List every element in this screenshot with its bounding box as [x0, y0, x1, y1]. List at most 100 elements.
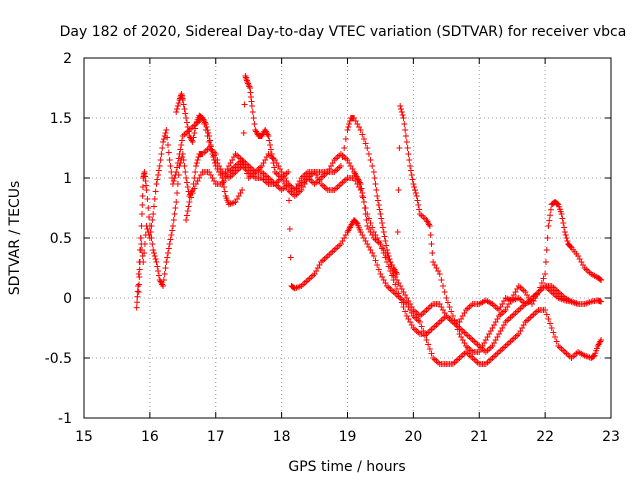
data-point	[206, 133, 213, 139]
data-point	[211, 157, 218, 163]
data-point	[412, 187, 419, 193]
data-point	[174, 181, 181, 187]
data-point	[205, 130, 212, 136]
data-point	[151, 253, 158, 259]
data-point	[365, 215, 372, 222]
data-point	[250, 115, 257, 121]
data-point	[147, 229, 154, 235]
data-point	[149, 217, 156, 223]
grid-lines	[84, 58, 611, 418]
data-point	[138, 223, 145, 229]
data-point	[397, 103, 404, 109]
x-tick-label: 16	[141, 429, 159, 445]
data-point	[171, 211, 178, 217]
data-point	[180, 101, 187, 108]
data-point	[552, 334, 559, 340]
data-point	[374, 197, 381, 204]
data-point	[575, 301, 582, 307]
data-point	[160, 136, 167, 142]
data-point	[158, 151, 165, 157]
data-point	[400, 304, 407, 310]
data-point	[415, 202, 422, 208]
data-point	[409, 176, 416, 183]
data-point	[183, 175, 190, 181]
data-point	[155, 268, 162, 274]
data-point	[159, 145, 166, 151]
data-point	[377, 211, 384, 217]
data-point	[365, 151, 372, 157]
data-point	[184, 124, 191, 130]
data-point	[152, 256, 159, 262]
data-point	[271, 164, 278, 171]
data-point	[403, 139, 410, 145]
data-point	[148, 235, 155, 241]
data-point	[407, 167, 414, 174]
data-point	[553, 338, 560, 345]
data-point	[211, 160, 218, 166]
data-point	[163, 259, 170, 265]
data-point	[177, 146, 184, 153]
data-point	[547, 206, 554, 213]
data-point	[387, 268, 394, 274]
data-point	[371, 175, 378, 181]
data-point	[381, 233, 388, 240]
data-point	[395, 290, 402, 297]
data-point	[267, 142, 274, 148]
data-point	[150, 203, 157, 210]
x-tick-label: 15	[75, 429, 93, 445]
data-point	[189, 139, 196, 145]
data-point	[286, 197, 293, 204]
data-point	[167, 163, 174, 169]
axis-ticks: 15 16 17 18 19 20 21 22 23 -1 -0.5 0 0.5 1 1.5 2	[45, 51, 620, 445]
data-point	[239, 187, 246, 193]
data-point	[375, 266, 382, 273]
data-point	[372, 257, 379, 264]
data-point	[134, 299, 141, 306]
data-point	[170, 217, 177, 223]
data-point	[249, 109, 256, 115]
data-point	[183, 119, 190, 126]
data-point	[203, 124, 210, 130]
data-point	[423, 337, 430, 343]
data-point	[239, 157, 246, 163]
data-point	[240, 130, 247, 136]
data-point	[146, 223, 153, 229]
data-point	[166, 241, 173, 247]
data-point	[160, 139, 167, 145]
data-point	[185, 203, 192, 210]
data-point	[171, 175, 178, 181]
data-point	[162, 265, 169, 271]
data-point	[337, 163, 344, 169]
data-point	[170, 178, 177, 184]
x-tick-label: 20	[404, 429, 422, 445]
data-point	[397, 295, 404, 301]
data-point	[192, 169, 199, 175]
data-point	[133, 304, 140, 311]
data-point	[426, 346, 433, 352]
data-point	[398, 106, 405, 112]
data-point	[183, 115, 190, 121]
data-point	[185, 128, 192, 135]
data-point	[190, 134, 197, 141]
data-point	[429, 250, 436, 256]
y-tick-label: 0	[63, 291, 72, 307]
data-point	[174, 106, 181, 112]
data-point	[164, 250, 171, 256]
data-point	[344, 127, 351, 133]
data-point	[546, 217, 553, 224]
data-point	[449, 313, 456, 319]
data-point	[364, 145, 371, 151]
data-point	[561, 224, 568, 231]
data-point	[372, 181, 379, 187]
x-tick-label: 19	[339, 429, 357, 445]
data-markers	[133, 73, 605, 367]
data-point	[165, 149, 172, 156]
data-point	[392, 281, 399, 288]
data-point	[412, 190, 419, 196]
data-point	[150, 247, 157, 253]
data-point	[136, 281, 143, 288]
data-point	[168, 232, 175, 238]
data-point	[367, 220, 374, 226]
data-point	[150, 211, 157, 217]
data-point	[382, 238, 389, 244]
